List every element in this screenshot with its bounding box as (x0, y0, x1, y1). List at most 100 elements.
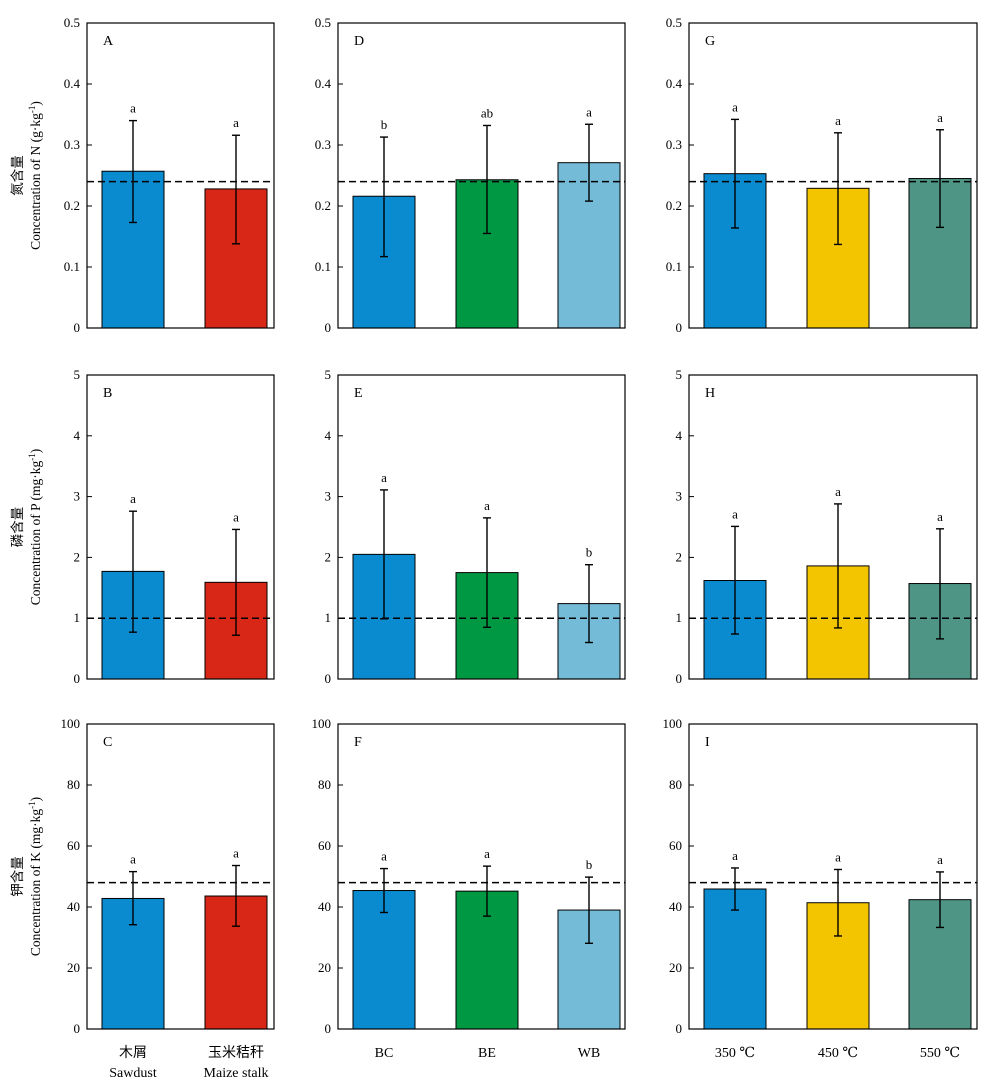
panel-B: a a 0 1 2 3 4 5 B (74, 367, 275, 686)
panel-letter-H: H (705, 386, 715, 401)
significance-letter: a (835, 484, 841, 499)
y-tick-label: 1 (325, 610, 332, 625)
error-bar (380, 867, 388, 914)
significance-letter: a (586, 104, 592, 119)
panel-letter-B: B (103, 386, 112, 401)
panel-letter-E: E (354, 386, 363, 401)
axes-frame (337, 22, 626, 329)
y-axis-label-row-3: 钾含量 Concentration of K (mg·kg-1) (10, 797, 43, 956)
significance-letter: a (484, 846, 490, 861)
x-category-label: 450 ℃ (818, 1046, 858, 1061)
y-tick-label: 0.1 (64, 259, 80, 274)
y-tick-label: 100 (312, 716, 332, 731)
error-bar (483, 517, 491, 629)
error-bar (936, 129, 944, 229)
panel-letter-G: G (705, 34, 715, 49)
x-category-label-en: Maize stalk (204, 1066, 269, 1081)
y-tick-label: 0 (676, 1021, 683, 1036)
y-tick-label: 0.5 (315, 15, 331, 30)
y-tick-label: 0 (325, 1021, 332, 1036)
error-bar (585, 876, 593, 944)
panel-G: a a a 0 0.1 0.2 0.3 0.4 0.5 G (666, 15, 978, 335)
significance-letter: a (835, 849, 841, 864)
y-tick-label: 0.2 (315, 198, 331, 213)
panel-D: b ab a 0 0.1 0.2 0.3 0.4 0.5 D (315, 15, 626, 335)
significance-letter: a (381, 849, 387, 864)
y-tick-label: 1 (74, 610, 81, 625)
y-tick-label: 0.5 (666, 15, 682, 30)
y-tick-label: 3 (74, 489, 81, 504)
y-axis-label-en: Concentration of N (g·kg-1) (27, 101, 43, 250)
significance-letter: ab (481, 105, 493, 120)
panel-E: a a b 0 1 2 3 4 5 E (325, 367, 626, 686)
significance-letter: a (130, 101, 136, 116)
x-category-label: 350 ℃ (715, 1046, 755, 1061)
panel-A: a a 0 0.1 0.2 0.3 0.4 0.5 A (64, 15, 275, 335)
panel-C: a a 0 20 40 60 80 100 C 木屑 Sawdust 玉米秸秆 Maize stalk (61, 716, 275, 1081)
y-axis-label-row-2: 磷含量 Concentration of P (mg·kg-1) (10, 449, 43, 606)
y-tick-label: 5 (676, 367, 683, 382)
panel-letter-C: C (103, 735, 112, 750)
panel-letter-A: A (103, 34, 114, 49)
y-tick-label: 80 (669, 777, 682, 792)
y-tick-label: 40 (67, 899, 80, 914)
error-bar (936, 871, 944, 929)
y-tick-label: 40 (669, 899, 682, 914)
x-category-label-cn: 木屑 (119, 1045, 147, 1061)
error-bar (129, 119, 137, 224)
significance-letter: a (381, 470, 387, 485)
y-tick-label: 60 (669, 838, 682, 853)
significance-letter: a (937, 509, 943, 524)
error-bar (129, 870, 137, 926)
y-tick-label: 0 (74, 320, 81, 335)
significance-letter: a (937, 852, 943, 867)
x-category-label: WB (578, 1046, 601, 1061)
error-bar (834, 868, 842, 937)
significance-letter: a (130, 852, 136, 867)
error-bar (483, 124, 491, 235)
axes-frame (688, 22, 978, 329)
y-tick-label: 0 (325, 320, 332, 335)
x-category-label: 550 ℃ (920, 1046, 960, 1061)
y-tick-label: 4 (74, 428, 81, 443)
y-tick-label: 5 (325, 367, 332, 382)
y-tick-label: 0 (74, 671, 81, 686)
y-tick-label: 0.3 (64, 137, 80, 152)
axes-frame (337, 374, 626, 680)
y-tick-label: 60 (67, 838, 80, 853)
significance-letter: a (732, 506, 738, 521)
error-bar (731, 867, 739, 911)
x-category-label: BE (478, 1046, 496, 1061)
significance-letter: a (835, 113, 841, 128)
y-tick-label: 0 (74, 1021, 81, 1036)
significance-letter: b (381, 117, 388, 132)
y-tick-label: 0.3 (315, 137, 331, 152)
significance-letter: a (233, 846, 239, 861)
y-tick-label: 20 (318, 960, 331, 975)
y-tick-label: 100 (663, 716, 683, 731)
y-tick-label: 2 (74, 549, 81, 564)
significance-letter: b (586, 545, 593, 560)
y-tick-label: 1 (676, 610, 683, 625)
panel-letter-I: I (705, 735, 710, 750)
significance-letter: a (937, 110, 943, 125)
y-tick-label: 0.1 (666, 259, 682, 274)
error-bar (380, 136, 388, 258)
significance-letter: a (233, 115, 239, 130)
significance-letter: a (233, 509, 239, 524)
x-category-label: BC (375, 1046, 394, 1061)
y-tick-label: 80 (318, 777, 331, 792)
significance-letter: a (130, 491, 136, 506)
error-bar (129, 510, 137, 633)
y-tick-label: 20 (67, 960, 80, 975)
y-axis-label-cn: 氮含量 (10, 155, 25, 196)
y-tick-label: 100 (61, 716, 81, 731)
axes-frame (86, 22, 275, 329)
y-tick-label: 2 (676, 549, 683, 564)
y-tick-label: 0 (325, 671, 332, 686)
significance-letter: a (732, 99, 738, 114)
y-tick-label: 5 (74, 367, 81, 382)
error-bar (936, 528, 944, 640)
axes-frame (86, 374, 275, 680)
